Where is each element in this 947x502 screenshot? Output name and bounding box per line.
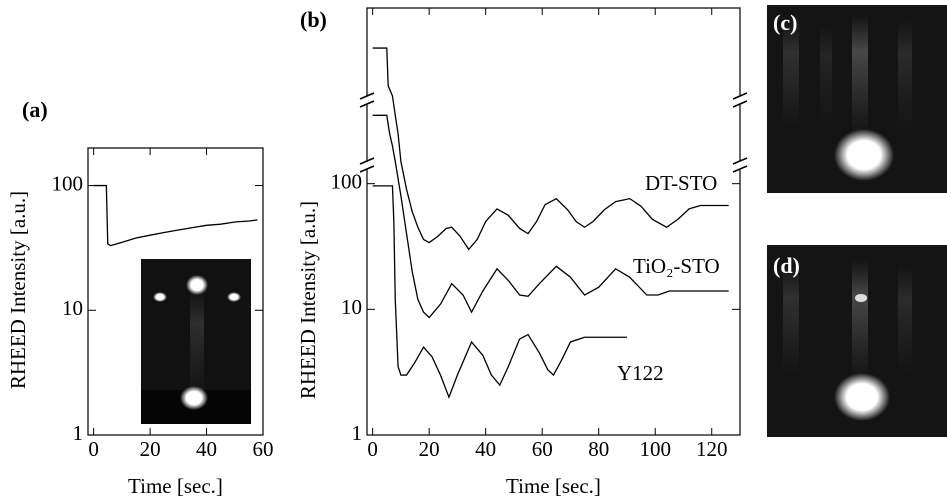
x-axis-label: Time [sec.]	[506, 474, 601, 498]
axis-break	[734, 96, 746, 104]
axis-break	[359, 157, 375, 165]
y-axis-label: RHEED Intensity [a.u.]	[6, 191, 30, 389]
panel-label: (a)	[22, 97, 48, 122]
panel-label: (c)	[773, 10, 797, 35]
x-tick-label: 0	[88, 437, 99, 461]
axis-break	[359, 165, 375, 173]
axis-break	[359, 92, 375, 100]
rheed-image-c	[767, 5, 947, 193]
axis-break	[732, 165, 748, 173]
y-tick-label: 100	[331, 169, 363, 193]
x-tick-label: 100	[639, 437, 671, 461]
series-label: TiO₂-STO	[633, 254, 720, 278]
x-tick-label: 20	[419, 437, 440, 461]
axis-break	[732, 157, 748, 165]
panel-label: (b)	[300, 7, 327, 32]
inset-image	[141, 259, 251, 424]
chart-panel: 0 20 40 60 1 10 100 Time [sec.] RHEED Intensity …	[6, 97, 274, 498]
x-tick-label: 60	[532, 437, 553, 461]
y-tick-label: 1	[352, 421, 363, 445]
y-tick-label: 10	[62, 296, 83, 320]
y-tick-label: 100	[52, 171, 84, 195]
axis-break	[359, 100, 375, 108]
x-tick-label: 40	[475, 437, 496, 461]
x-tick-label: 0	[367, 437, 378, 461]
series-label: Y122	[617, 361, 664, 385]
axis-break	[361, 96, 373, 104]
x-axis-label: Time [sec.]	[128, 474, 223, 498]
y-tick-label: 10	[341, 295, 362, 319]
data-line	[93, 184, 258, 247]
data-line	[372, 47, 729, 251]
panel-label: (d)	[773, 253, 800, 278]
data-line	[372, 185, 627, 399]
data-line	[372, 114, 729, 319]
axis-break	[732, 100, 748, 108]
x-tick-label: 60	[253, 437, 274, 461]
axis-break	[732, 92, 748, 100]
rheed-image-d	[767, 245, 947, 437]
axis-break	[734, 161, 746, 169]
plot-frame	[87, 147, 264, 436]
series-label: DT-STO	[645, 171, 717, 195]
x-tick-label: 80	[588, 437, 609, 461]
axis-break	[361, 161, 373, 169]
x-tick-label: 120	[696, 437, 728, 461]
plot-frame	[366, 7, 741, 436]
x-tick-label: 20	[140, 437, 161, 461]
x-tick-label: 40	[196, 437, 217, 461]
y-tick-label: 1	[73, 421, 84, 445]
y-axis-label: RHEED Intensity [a.u.]	[296, 201, 320, 399]
